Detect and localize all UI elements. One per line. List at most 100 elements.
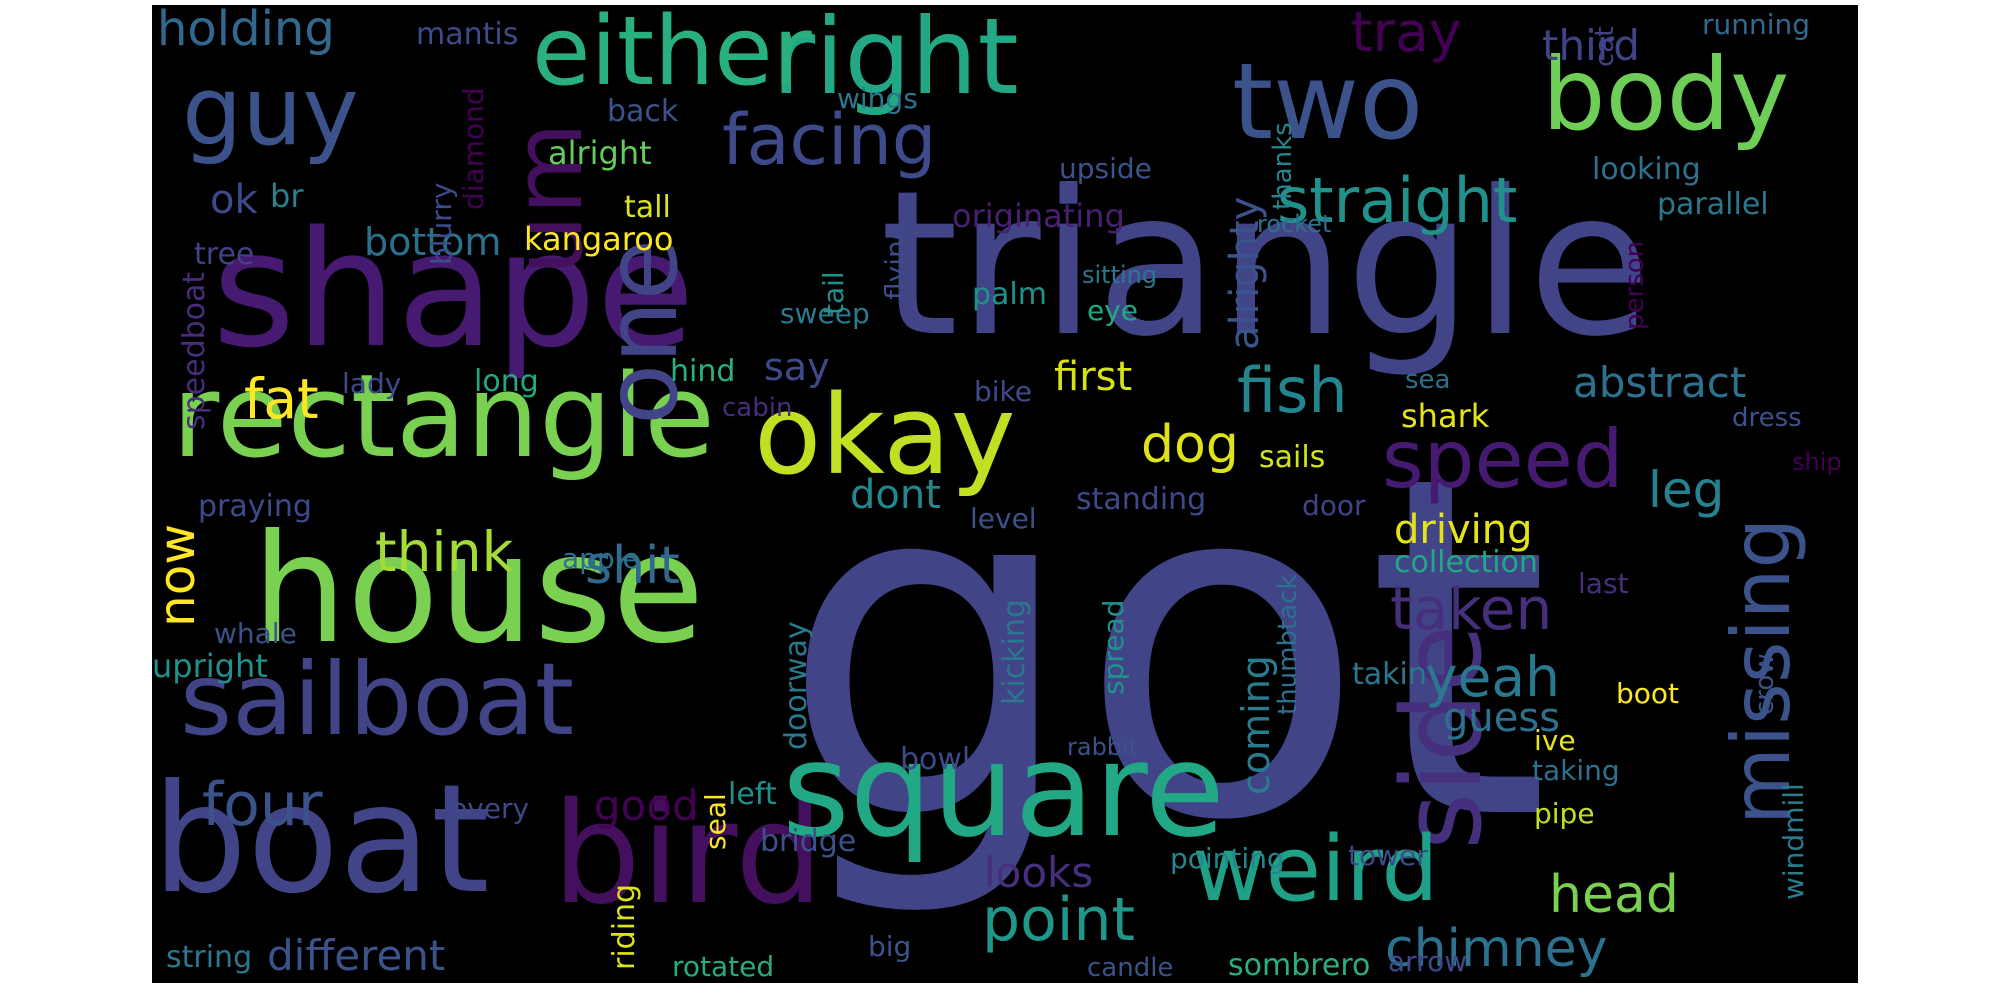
word-back: back [607, 94, 679, 129]
word-originating: originating [952, 197, 1125, 235]
word-leg: leg [1648, 461, 1725, 519]
word-first: first [1054, 354, 1133, 400]
word-holding: holding [157, 5, 335, 57]
word-cat: cat [1590, 26, 1620, 67]
word-person: person [1620, 240, 1650, 330]
word-think: think [375, 520, 514, 584]
word-boot: boot [1616, 677, 1680, 710]
word-fish: fish [1237, 354, 1348, 427]
word-parallel: parallel [1657, 187, 1769, 222]
word-bridge: bridge [760, 824, 857, 859]
word-sombrero: sombrero [1228, 948, 1371, 983]
word-yeah: yeah [1425, 645, 1560, 709]
word-alright: alright [548, 134, 652, 172]
word-got: got [780, 376, 1551, 923]
word-hind: hind [670, 354, 736, 389]
word-level: level [970, 502, 1037, 535]
word-tall: tall [624, 190, 671, 225]
word-dress: dress [1732, 403, 1802, 433]
word-thanks: thanks [1268, 122, 1298, 210]
word-big: big [868, 930, 912, 963]
word-string: string [166, 940, 253, 975]
word-tray: tray [1351, 5, 1462, 64]
word-taken: taken [1390, 575, 1553, 643]
word-speedboat: speedboat [177, 271, 212, 430]
word-bottom: bottom [364, 220, 502, 264]
word-coming: coming [1234, 655, 1278, 795]
word-takin: takin [1352, 657, 1427, 692]
word-guy: guy [182, 57, 359, 167]
word-pipe: pipe [1534, 797, 1595, 830]
word-sea: sea [1405, 365, 1451, 395]
word-doorway: doorway [779, 621, 814, 750]
word-four: four [202, 770, 323, 840]
word-kangaroo: kangaroo [524, 220, 674, 258]
word-spread: spread [1097, 599, 1130, 695]
word-speed: speed [1382, 413, 1624, 506]
word-say: say [764, 345, 830, 389]
word-cloud: got triangle shape house boat bird square recta… [152, 5, 1858, 983]
word-driving: driving [1394, 507, 1533, 553]
word-br: br [270, 177, 304, 215]
word-square: square [782, 714, 1225, 866]
word-fat: fat [244, 367, 319, 431]
word-arrow: arrow [1388, 945, 1468, 978]
word-straight: straight [1277, 164, 1518, 237]
word-upright: upright [152, 647, 268, 685]
word-okay: okay [754, 371, 1016, 499]
word-candle: candle [1087, 953, 1174, 983]
word-rectangle: rectangle [172, 350, 715, 484]
word-sweep: sweep [780, 297, 870, 330]
word-running: running [1702, 8, 1811, 41]
word-sails: sails [1259, 440, 1326, 475]
word-sailboat: sailboat [180, 641, 575, 758]
word-eye: eye [1087, 294, 1139, 327]
word-boat: boat [152, 753, 490, 927]
word-palm: palm [972, 277, 1047, 312]
word-mantis: mantis [416, 17, 519, 52]
word-apple: apple [562, 542, 640, 575]
word-abstract: abstract [1573, 358, 1747, 407]
word-diamond: diamond [457, 87, 490, 210]
word-right: right [772, 5, 1019, 118]
word-upside: upside [1059, 152, 1152, 185]
word-collection: collection [1394, 545, 1538, 580]
word-left: left [728, 777, 777, 812]
word-ive: ive [1534, 724, 1576, 757]
word-dont: dont [850, 472, 941, 518]
word-shit: shit [585, 536, 680, 596]
word-every: every [450, 792, 530, 825]
word-whale: whale [214, 617, 297, 650]
word-kicking: kicking [997, 599, 1032, 705]
word-sitting: sitting [1082, 261, 1158, 289]
word-facing: facing [722, 99, 937, 181]
word-flying: flying [879, 222, 912, 300]
word-third: third [1542, 21, 1640, 70]
word-wings: wings [837, 82, 918, 115]
word-dog: dog [1141, 415, 1239, 475]
word-body: body [1542, 36, 1790, 153]
word-rabbit: rabbit [1067, 733, 1139, 761]
word-shape: shape [212, 196, 695, 383]
word-cabin: cabin [722, 393, 793, 423]
word-praying: praying [198, 489, 312, 524]
word-rotated: rotated [672, 950, 775, 983]
word-weird: weird [1192, 817, 1439, 922]
word-shark: shark [1401, 397, 1490, 435]
word-looking: looking [1592, 152, 1701, 187]
word-pointing: pointing [1170, 842, 1285, 875]
word-head: head [1549, 865, 1679, 925]
word-taking: taking [1532, 754, 1620, 787]
word-looks: looks [984, 848, 1094, 897]
word-lady: lady [342, 367, 402, 400]
word-ok: ok [210, 177, 258, 223]
word-thumbtack: thumbtack [1273, 574, 1303, 715]
word-riding: riding [607, 883, 642, 970]
word-ship: ship [1792, 448, 1842, 476]
word-tower: tower [1348, 839, 1428, 872]
word-either: either [532, 5, 812, 107]
word-one: one [583, 238, 700, 425]
word-crow: crow [1750, 653, 1780, 715]
word-tail: tail [817, 271, 850, 315]
word-two: two [1232, 41, 1424, 163]
